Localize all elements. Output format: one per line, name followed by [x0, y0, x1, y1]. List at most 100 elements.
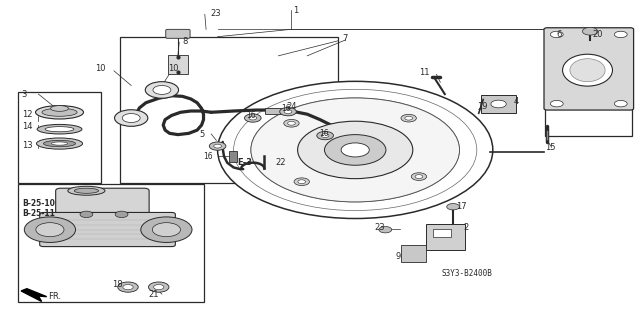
Circle shape — [447, 204, 460, 210]
Text: 11: 11 — [419, 68, 429, 77]
Circle shape — [145, 82, 179, 98]
Ellipse shape — [44, 140, 76, 147]
Circle shape — [251, 98, 460, 202]
Circle shape — [294, 178, 309, 186]
FancyBboxPatch shape — [166, 29, 190, 38]
Circle shape — [36, 223, 64, 237]
Circle shape — [614, 100, 627, 107]
Circle shape — [298, 121, 413, 179]
Text: 20: 20 — [592, 30, 602, 39]
Text: 16: 16 — [319, 129, 328, 138]
Ellipse shape — [51, 106, 68, 111]
Circle shape — [412, 173, 427, 181]
Circle shape — [550, 31, 563, 38]
Text: 16: 16 — [282, 104, 291, 113]
Text: 10: 10 — [168, 64, 178, 73]
Text: 12: 12 — [22, 110, 33, 119]
FancyBboxPatch shape — [426, 224, 465, 250]
Ellipse shape — [68, 186, 105, 195]
Ellipse shape — [35, 106, 83, 119]
Circle shape — [80, 211, 93, 218]
Text: 9: 9 — [396, 252, 401, 261]
Bar — [18, 92, 101, 183]
Circle shape — [491, 100, 506, 108]
Circle shape — [209, 142, 226, 150]
Text: 3: 3 — [22, 90, 27, 99]
Text: 17: 17 — [456, 202, 467, 211]
Text: E-3: E-3 — [237, 158, 252, 167]
Ellipse shape — [51, 142, 68, 145]
Circle shape — [152, 223, 180, 237]
Text: 14: 14 — [22, 122, 33, 130]
Text: 24: 24 — [287, 102, 297, 111]
Text: 7: 7 — [342, 34, 348, 43]
Circle shape — [154, 285, 164, 290]
FancyBboxPatch shape — [481, 95, 516, 113]
Circle shape — [287, 121, 295, 125]
FancyBboxPatch shape — [265, 108, 285, 114]
Circle shape — [550, 100, 563, 107]
Polygon shape — [21, 289, 47, 301]
Text: 18: 18 — [112, 280, 123, 289]
Text: 16: 16 — [246, 111, 256, 120]
Circle shape — [284, 110, 292, 114]
FancyBboxPatch shape — [433, 229, 451, 237]
Text: 1: 1 — [293, 6, 298, 15]
Text: FR.: FR. — [48, 292, 61, 300]
Circle shape — [153, 85, 171, 94]
Bar — [229, 151, 237, 162]
Ellipse shape — [36, 138, 83, 149]
Circle shape — [218, 81, 493, 219]
Text: 8: 8 — [182, 37, 188, 46]
Bar — [120, 37, 338, 183]
Circle shape — [249, 116, 257, 120]
Circle shape — [118, 282, 138, 292]
Text: 22: 22 — [275, 158, 285, 167]
Text: 10: 10 — [95, 64, 105, 73]
Circle shape — [115, 110, 148, 126]
FancyBboxPatch shape — [168, 55, 188, 74]
Text: 23: 23 — [210, 9, 221, 18]
Circle shape — [284, 119, 299, 127]
Ellipse shape — [74, 188, 99, 193]
Circle shape — [298, 180, 305, 184]
FancyBboxPatch shape — [40, 212, 175, 247]
Circle shape — [341, 143, 369, 157]
Circle shape — [115, 211, 128, 218]
FancyBboxPatch shape — [56, 188, 149, 219]
Text: 15: 15 — [545, 143, 556, 152]
Ellipse shape — [45, 127, 74, 132]
Text: 23: 23 — [374, 223, 385, 232]
Circle shape — [324, 135, 386, 165]
FancyBboxPatch shape — [544, 28, 634, 110]
Circle shape — [614, 31, 627, 38]
Text: B-25-10: B-25-10 — [22, 199, 55, 208]
Text: 4: 4 — [514, 97, 519, 106]
Text: S3Y3-B2400B: S3Y3-B2400B — [442, 269, 492, 278]
Circle shape — [379, 226, 392, 233]
Ellipse shape — [570, 59, 605, 82]
Bar — [545, 29, 632, 136]
Text: 13: 13 — [22, 141, 33, 150]
Circle shape — [148, 282, 169, 292]
Circle shape — [415, 175, 423, 179]
Circle shape — [122, 114, 140, 122]
FancyBboxPatch shape — [401, 245, 426, 262]
Text: 19: 19 — [477, 102, 487, 111]
Text: 2: 2 — [463, 223, 468, 232]
Circle shape — [317, 131, 333, 140]
Circle shape — [123, 285, 133, 290]
Ellipse shape — [37, 124, 82, 134]
Circle shape — [582, 27, 598, 35]
Circle shape — [401, 114, 417, 122]
Circle shape — [405, 116, 413, 120]
Circle shape — [321, 134, 329, 137]
Circle shape — [280, 108, 296, 116]
Text: 16: 16 — [204, 152, 213, 161]
Text: B-25-11: B-25-11 — [22, 209, 55, 218]
Text: 5: 5 — [200, 130, 205, 139]
Circle shape — [244, 114, 261, 122]
Ellipse shape — [563, 54, 612, 86]
Text: 21: 21 — [148, 290, 159, 299]
Circle shape — [214, 144, 221, 148]
